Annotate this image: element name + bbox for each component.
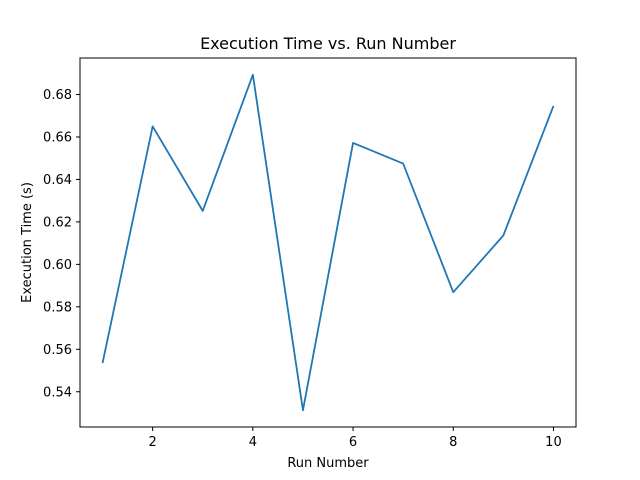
y-tick-label: 0.56: [43, 343, 72, 358]
y-tick-label: 0.58: [43, 300, 72, 315]
y-tick-label: 0.54: [43, 385, 72, 400]
x-tick-label: 4: [249, 435, 257, 450]
series-line: [101, 73, 555, 412]
chart-title: Execution Time vs. Run Number: [200, 34, 456, 53]
x-tick-label: 2: [149, 435, 157, 450]
plot-area-frame: [79, 57, 577, 428]
x-tick-label: 8: [449, 435, 457, 450]
y-tick-label: 0.64: [43, 173, 72, 188]
y-axis: 0.54 0.56 0.58 0.60 0.62 0.64 0.66 0.68: [43, 88, 80, 400]
x-tick-label: 10: [545, 435, 562, 450]
y-tick-label: 0.62: [43, 215, 72, 230]
y-axis-label: Execution Time (s): [20, 182, 35, 303]
x-axis: 2 4 6 8 10: [149, 427, 562, 450]
y-tick-label: 0.60: [43, 258, 72, 273]
x-axis-label: Run Number: [287, 456, 369, 471]
x-tick-label: 6: [349, 435, 357, 450]
y-tick-label: 0.66: [43, 130, 72, 145]
y-tick-label: 0.68: [43, 88, 72, 103]
